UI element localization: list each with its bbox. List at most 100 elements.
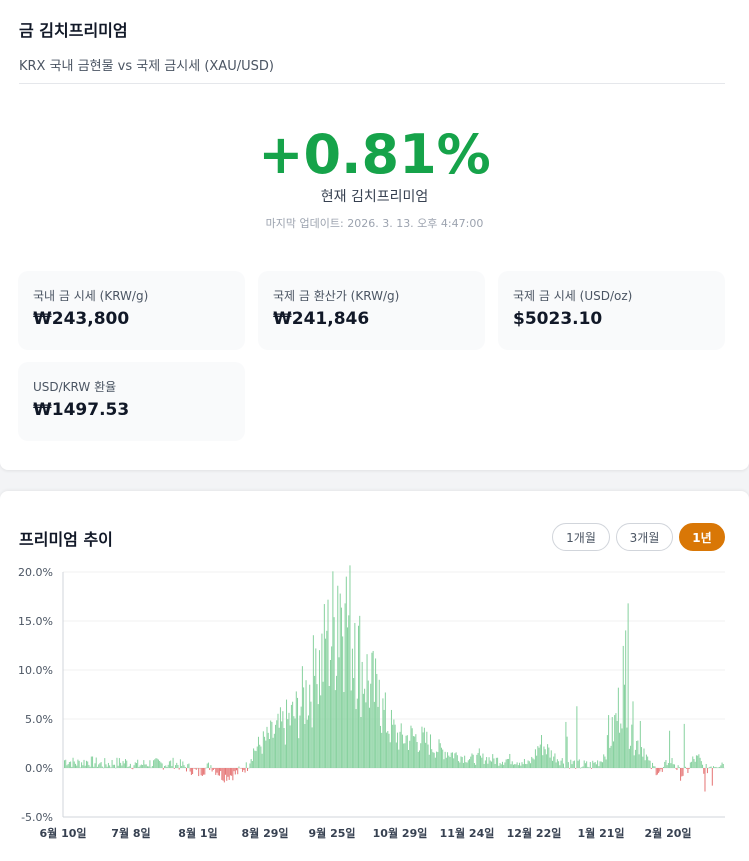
chart-bar xyxy=(581,767,583,768)
chart-bar xyxy=(633,755,635,768)
chart-bar xyxy=(144,764,146,768)
chart-bar xyxy=(226,768,228,781)
y-tick-label: 20.0% xyxy=(18,566,53,579)
chart-bar xyxy=(349,565,351,768)
chart-bar xyxy=(493,758,495,768)
chart-bar xyxy=(604,756,606,768)
chart-bar xyxy=(176,762,178,768)
chart-bar xyxy=(570,759,572,768)
chart-bar xyxy=(689,762,691,768)
chart-bar xyxy=(583,760,585,768)
chart-bar xyxy=(266,726,268,768)
chart-bar xyxy=(561,758,563,768)
chart-bar xyxy=(680,768,682,781)
chart-bar xyxy=(488,757,490,768)
chart-bar xyxy=(541,735,543,768)
chart-bar xyxy=(182,761,184,768)
chart-bar xyxy=(165,765,167,768)
chart-bar xyxy=(358,625,360,768)
chart-bar xyxy=(682,768,684,776)
chart-bar xyxy=(64,760,65,768)
chart-bar xyxy=(72,757,74,768)
range-3m-button[interactable]: 3개월 xyxy=(616,523,673,551)
chart-bar xyxy=(670,763,672,768)
chart-bar xyxy=(82,765,84,768)
chart-bar xyxy=(630,745,632,768)
chart-bar xyxy=(672,764,674,768)
chart-bar xyxy=(445,757,447,768)
chart-bar xyxy=(68,762,70,768)
chart-bar xyxy=(233,768,235,772)
chart-bar xyxy=(160,762,162,768)
chart-bar xyxy=(437,752,439,768)
chart-bar xyxy=(328,685,330,768)
chart-bar xyxy=(464,755,466,768)
chart-bar xyxy=(475,764,477,768)
chart-bar xyxy=(710,766,712,768)
chart-bar xyxy=(675,768,677,769)
x-tick-label: 11월 24일 xyxy=(440,826,495,840)
chart-bar xyxy=(301,666,303,768)
chart-bar xyxy=(286,699,288,768)
chart-bar xyxy=(204,768,206,775)
chart-bar xyxy=(660,768,662,770)
chart-bar xyxy=(104,758,106,768)
chart-bar xyxy=(442,749,444,768)
chart-bar xyxy=(489,760,491,768)
chart-bar xyxy=(211,768,213,772)
chart-bar xyxy=(476,754,478,768)
chart-bar xyxy=(307,715,309,768)
chart-bar xyxy=(228,768,230,780)
chart-bar xyxy=(605,759,607,768)
chart-bar xyxy=(221,768,223,780)
chart-bar xyxy=(663,766,664,768)
chart-bar xyxy=(389,742,391,768)
chart-bar xyxy=(669,730,671,768)
chart-bar xyxy=(371,652,373,768)
chart-bar xyxy=(98,764,100,768)
chart-bar xyxy=(107,762,109,768)
chart-bar xyxy=(356,698,358,768)
chart-bar xyxy=(598,766,600,768)
stat-label: 국제 금 시세 (USD/oz) xyxy=(513,289,633,303)
chart-bar xyxy=(85,760,87,768)
chart-bar xyxy=(283,728,285,768)
chart-bar xyxy=(399,731,401,768)
chart-bar xyxy=(245,762,247,768)
chart-bar xyxy=(239,768,241,769)
chart-bar xyxy=(123,763,125,768)
chart-bar xyxy=(466,762,468,768)
chart-bar xyxy=(404,743,406,768)
chart-bar xyxy=(693,759,695,768)
chart-bar xyxy=(284,744,286,768)
chart-bar xyxy=(620,723,622,768)
chart-bar xyxy=(166,767,168,768)
chart-bar xyxy=(473,763,475,768)
chart-bar xyxy=(555,762,557,768)
chart-bar xyxy=(421,726,423,768)
chart-bar xyxy=(177,764,179,768)
chart-bar xyxy=(201,768,203,776)
chart-bar xyxy=(382,698,384,768)
chart-bar xyxy=(299,715,301,768)
chart-bar xyxy=(553,756,555,768)
chart-bar xyxy=(317,704,319,768)
chart-bar xyxy=(73,761,75,768)
chart-bar xyxy=(168,761,170,768)
chart-bar xyxy=(88,764,90,768)
chart-bar xyxy=(192,768,194,775)
chart-bar xyxy=(666,765,668,768)
chart-bar xyxy=(134,762,136,768)
chart-bar xyxy=(350,690,352,768)
y-tick-label: 15.0% xyxy=(18,615,53,628)
chart-bar xyxy=(217,768,219,776)
range-1y-button[interactable]: 1년 xyxy=(679,523,725,551)
x-tick-label: 12월 22일 xyxy=(507,826,562,840)
chart-bar xyxy=(719,766,721,768)
chart-bar xyxy=(619,732,621,768)
chart-bar xyxy=(537,746,539,768)
chart-bar xyxy=(516,762,518,768)
range-1m-button[interactable]: 1개월 xyxy=(552,523,610,551)
chart-bar xyxy=(708,767,710,769)
chart-bar xyxy=(66,765,68,768)
